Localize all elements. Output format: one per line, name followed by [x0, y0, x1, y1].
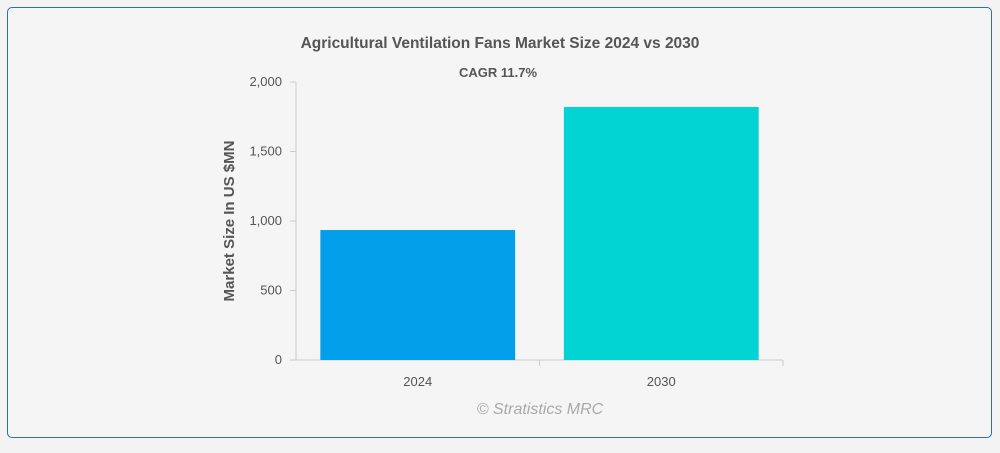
- x-tick-label: 2030: [647, 374, 676, 389]
- y-axis: 0 500 1,000 1,500 2,000: [249, 74, 297, 367]
- bars: [320, 107, 759, 361]
- y-tick-label: 2,000: [249, 74, 282, 89]
- y-tick-label: 500: [260, 283, 282, 298]
- chart-subtitle: CAGR 11.7%: [459, 65, 537, 80]
- y-tick-label: 1,000: [249, 213, 282, 228]
- y-tick-label: 1,500: [249, 144, 282, 159]
- chart-frame: [7, 7, 992, 438]
- x-tick-label: 2024: [403, 374, 432, 389]
- chart-title: Agricultural Ventilation Fans Market Siz…: [301, 35, 700, 52]
- bar-2030: [563, 107, 759, 361]
- bar-2024: [320, 230, 516, 360]
- x-axis: 2024 2030: [296, 359, 784, 389]
- watermark-text: © Stratistics MRC: [477, 401, 604, 418]
- y-tick-label: 0: [275, 352, 282, 367]
- y-axis-label: Market Size In US $MN: [221, 141, 238, 302]
